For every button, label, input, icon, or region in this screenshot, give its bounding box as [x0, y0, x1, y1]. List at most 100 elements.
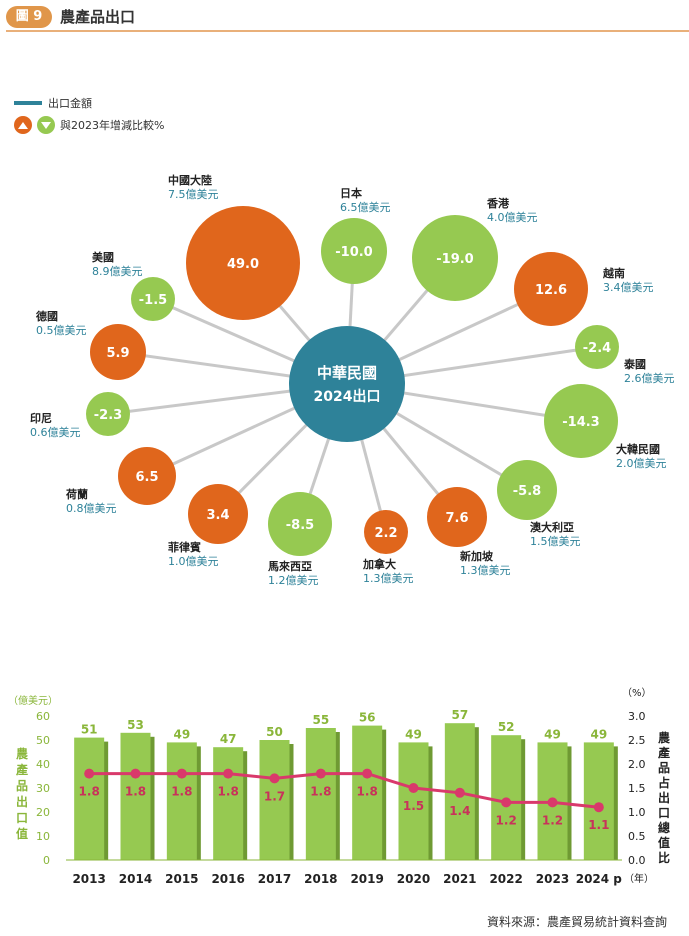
x-axis-unit: （年）: [624, 872, 654, 885]
legend-label-change: 與2023年增減比較%: [60, 119, 165, 132]
bar: [398, 742, 429, 860]
x-tick-label: 2018: [304, 872, 337, 886]
bar: [352, 725, 383, 860]
figure-title: 農產品出口: [60, 8, 136, 26]
change-label: -8.5: [286, 518, 314, 533]
change-label: -2.3: [94, 408, 122, 423]
share-point: [547, 797, 558, 808]
x-tick-label: 2021: [443, 872, 476, 886]
share-value-label: 1.2: [496, 813, 517, 827]
market-name-label: 越南: [602, 266, 625, 280]
market-amount-label: 0.5億美元: [36, 324, 87, 337]
market-name-label: 荷蘭: [65, 487, 88, 501]
left-axis-unit: （億美元）: [8, 694, 58, 707]
bar-value-label: 49: [405, 727, 422, 741]
change-label: 5.9: [106, 346, 129, 361]
market-bubble: [118, 447, 176, 505]
market-bubble: [514, 252, 588, 326]
change-label: 12.6: [535, 283, 567, 298]
left-axis-title-char: 值: [16, 826, 28, 841]
market-bubble: [575, 325, 619, 369]
market-bubble: [412, 215, 498, 301]
right-axis-title-char: 比: [658, 850, 670, 865]
market-name-label: 菲律賓: [168, 540, 201, 554]
share-value-label: 1.7: [264, 789, 285, 803]
bar-value-label: 51: [81, 723, 98, 737]
bar: [213, 747, 244, 860]
center-bubble: [289, 326, 405, 442]
share-point: [130, 768, 141, 779]
triangle-up-icon: [14, 116, 32, 134]
left-tick-label: 0: [43, 854, 50, 867]
share-value-label: 1.8: [125, 785, 146, 799]
market-bubble: [427, 487, 487, 547]
share-value-label: 1.8: [79, 785, 100, 799]
change-label: -10.0: [335, 245, 372, 260]
share-point: [454, 787, 465, 798]
share-point: [593, 802, 604, 813]
right-axis-title-char: 口: [658, 806, 670, 820]
bar-value-label: 49: [544, 727, 561, 741]
share-point: [501, 797, 512, 808]
center-label-line1: 中華民國: [317, 364, 377, 382]
share-value-label: 1.1: [588, 818, 609, 832]
change-label: 6.5: [135, 470, 158, 485]
left-tick-label: 60: [36, 710, 50, 723]
legend-item-change: 與2023年增減比較%: [14, 114, 164, 136]
market-bubble: [90, 324, 146, 380]
legend: 出口金額 與2023年增減比較%: [14, 92, 164, 136]
figure-header: 圖 9 農產品出口: [0, 0, 689, 34]
left-tick-label: 20: [36, 806, 50, 819]
left-axis-title-char: 口: [16, 811, 28, 825]
bar-value-label: 53: [127, 718, 144, 732]
right-axis-title-char: 品: [658, 761, 670, 775]
header-divider: [6, 30, 689, 32]
change-label: -1.5: [139, 293, 167, 308]
change-label: 3.4: [206, 508, 229, 523]
share-point: [315, 768, 326, 779]
right-axis-title-char: 占: [658, 775, 670, 790]
right-tick-label: 0.0: [628, 854, 646, 867]
right-axis-title-char: 值: [658, 835, 670, 850]
left-tick-label: 40: [36, 758, 50, 771]
x-tick-label: 2016: [211, 872, 244, 886]
source-note: 資料來源：農產貿易統計資料查詢: [486, 915, 667, 929]
market-name-label: 中國大陸: [168, 173, 212, 187]
bar-value-label: 57: [451, 708, 468, 722]
line-swatch-icon: [14, 101, 42, 105]
market-amount-label: 2.0億美元: [616, 457, 667, 470]
change-label: -5.8: [513, 484, 541, 499]
x-tick-label: 2023: [536, 872, 569, 886]
share-point: [176, 768, 187, 779]
share-value-label: 1.5: [403, 799, 424, 813]
market-amount-label: 1.3億美元: [460, 564, 511, 577]
change-label: -14.3: [562, 415, 599, 430]
market-amount-label: 8.9億美元: [92, 265, 143, 278]
market-name-label: 新加坡: [460, 549, 494, 563]
market-name-label: 日本: [340, 186, 362, 200]
market-bubble: [131, 277, 175, 321]
bar: [305, 728, 336, 860]
market-amount-label: 2.6億美元: [624, 372, 675, 385]
market-amount-label: 0.6億美元: [30, 426, 81, 439]
share-line: [89, 772, 599, 809]
triangle-down-icon: [37, 116, 55, 134]
bar: [259, 740, 290, 860]
left-axis-title-char: 產: [15, 762, 28, 777]
bar: [583, 742, 614, 860]
bar: [166, 742, 197, 860]
change-label: -2.4: [583, 341, 611, 356]
bar-value-label: 56: [359, 711, 376, 725]
market-amount-label: 7.5億美元: [168, 188, 219, 201]
right-tick-label: 1.5: [628, 782, 646, 795]
bar-value-label: 50: [266, 725, 283, 739]
market-bubble: [268, 492, 332, 556]
market-name-label: 加拿大: [362, 557, 396, 571]
x-tick-label: 2017: [258, 872, 291, 886]
right-axis-title-char: 總: [658, 820, 670, 835]
x-tick-label: 2015: [165, 872, 198, 886]
share-point: [269, 773, 280, 784]
right-axis-unit: （%）: [622, 687, 652, 699]
